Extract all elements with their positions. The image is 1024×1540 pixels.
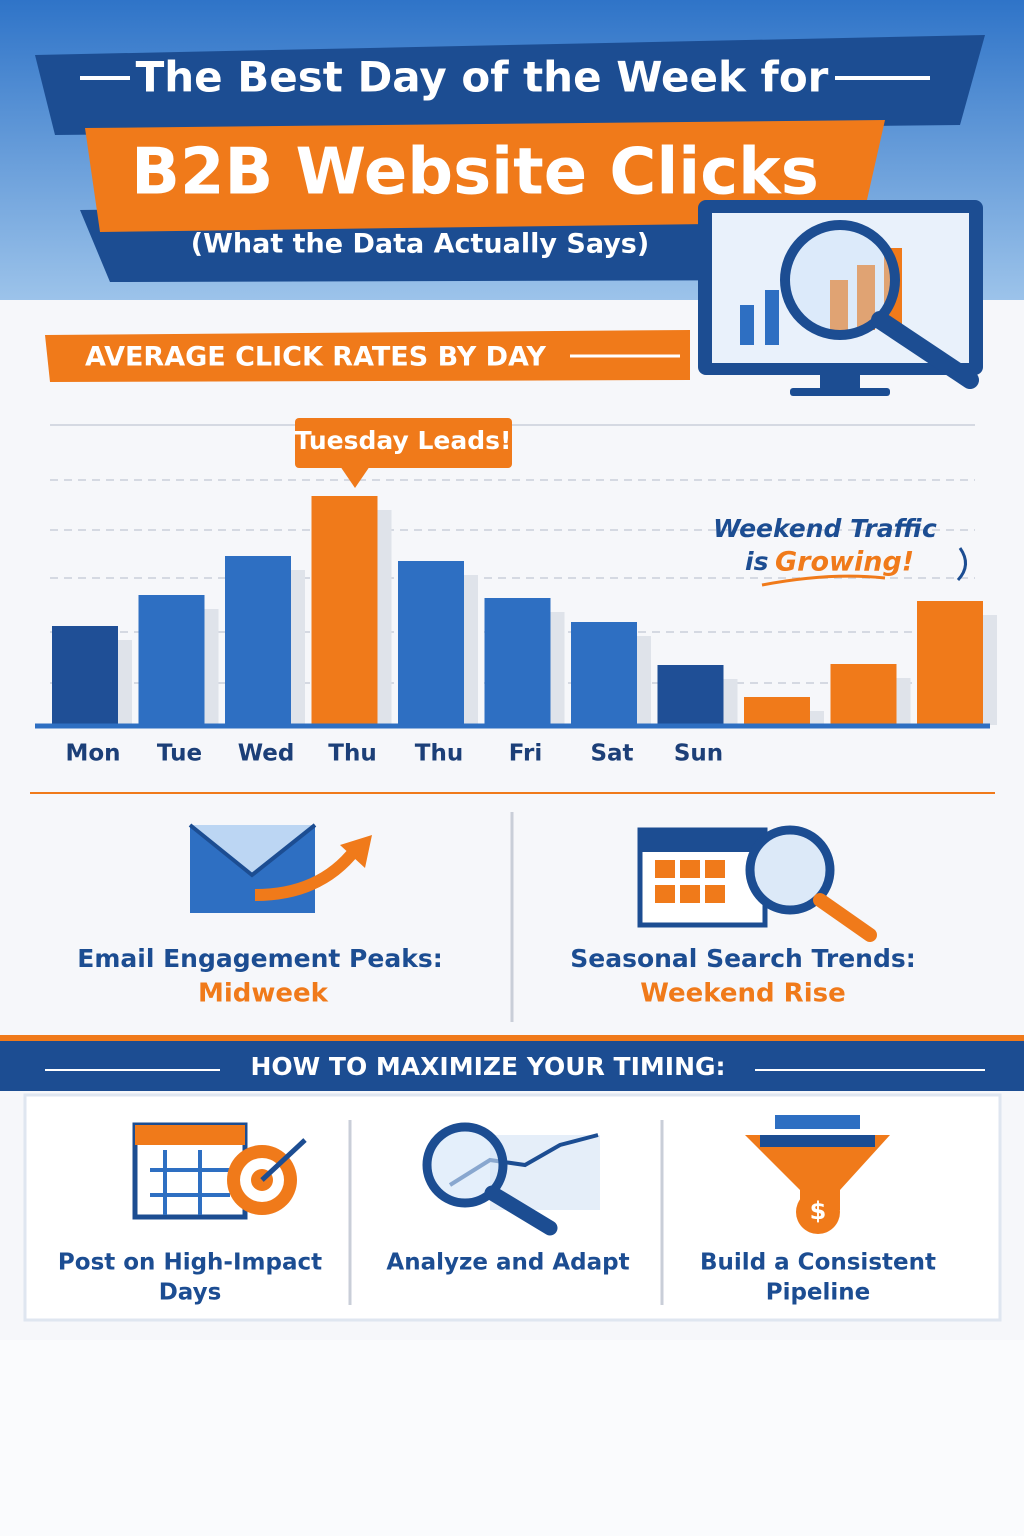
bar-shadow — [291, 570, 305, 725]
chart-title: AVERAGE CLICK RATES BY DAY — [85, 342, 546, 373]
svg-text:$: $ — [810, 1197, 827, 1225]
weekend-note-highlight: Growing! — [775, 547, 914, 578]
bar — [571, 622, 637, 725]
monitor-icon — [698, 200, 983, 396]
insight-title: Email Engagement Peaks: — [77, 944, 442, 973]
bar — [225, 556, 291, 725]
annotation-text: Tuesday Leads! — [295, 426, 512, 455]
x-tick-label: Thu — [415, 741, 463, 767]
bar-shadow — [637, 636, 651, 725]
x-tick-label: Thu — [328, 741, 376, 767]
insight-highlight: Midweek — [198, 979, 329, 1009]
analyze-icon — [422, 1122, 600, 1236]
bar-shadow — [896, 678, 911, 725]
x-tick-label: Sun — [674, 741, 723, 767]
tip-text: Post on High-Impact — [58, 1250, 322, 1276]
x-tick-label: Sat — [590, 741, 633, 767]
tips-title: HOW TO MAXIMIZE YOUR TIMING: — [250, 1052, 725, 1081]
bar — [311, 496, 378, 725]
subtitle: (What the Data Actually Says) — [191, 229, 649, 260]
weekend-note: Weekend Traffic — [713, 514, 937, 543]
insight-highlight: Weekend Rise — [640, 979, 845, 1009]
bar-shadow — [983, 615, 997, 725]
main-banner — [85, 120, 885, 232]
bar-shadow — [810, 711, 824, 725]
band-stripe — [0, 1035, 1024, 1041]
title: The Best Day of the Week for — [136, 53, 829, 102]
x-tick-label: Wed — [238, 741, 295, 767]
tip-text: Pipeline — [766, 1280, 871, 1306]
underline — [761, 574, 886, 587]
section-label-bg — [45, 330, 690, 382]
bar — [484, 598, 551, 725]
bar — [398, 561, 464, 725]
weekend-note: is — [745, 547, 768, 576]
x-tick-label: Mon — [65, 741, 120, 767]
insight-title: Seasonal Search Trends: — [570, 944, 915, 973]
bar-shadow — [118, 640, 132, 725]
bar — [52, 626, 118, 725]
tip-text: Analyze and Adapt — [386, 1250, 629, 1276]
calendar-search-icon — [637, 825, 877, 942]
bar-shadow — [550, 612, 565, 725]
bar-shadow — [464, 575, 478, 725]
funnel-icon: $ — [745, 1115, 890, 1234]
annotation: Tuesday Leads! — [295, 418, 512, 488]
bar — [830, 664, 897, 725]
footer-bg — [0, 1340, 1024, 1536]
bar — [917, 601, 983, 725]
title-main: B2B Website Clicks — [131, 136, 819, 210]
bar-shadow — [723, 679, 738, 725]
bar-shadow — [204, 609, 219, 725]
arrow — [956, 547, 967, 582]
tip-text: Build a Consistent — [700, 1250, 936, 1276]
band — [0, 1041, 1024, 1091]
x-tick-label: Fri — [509, 741, 542, 767]
tip-text: Days — [159, 1280, 222, 1306]
calendar-target-icon — [132, 1122, 307, 1220]
bar-shadow — [377, 510, 392, 725]
x-tick-label: Tue — [157, 741, 202, 767]
bar — [657, 665, 724, 725]
bar — [138, 595, 205, 725]
title-banner — [35, 35, 985, 135]
bar — [744, 697, 810, 725]
email-icon — [188, 823, 372, 913]
